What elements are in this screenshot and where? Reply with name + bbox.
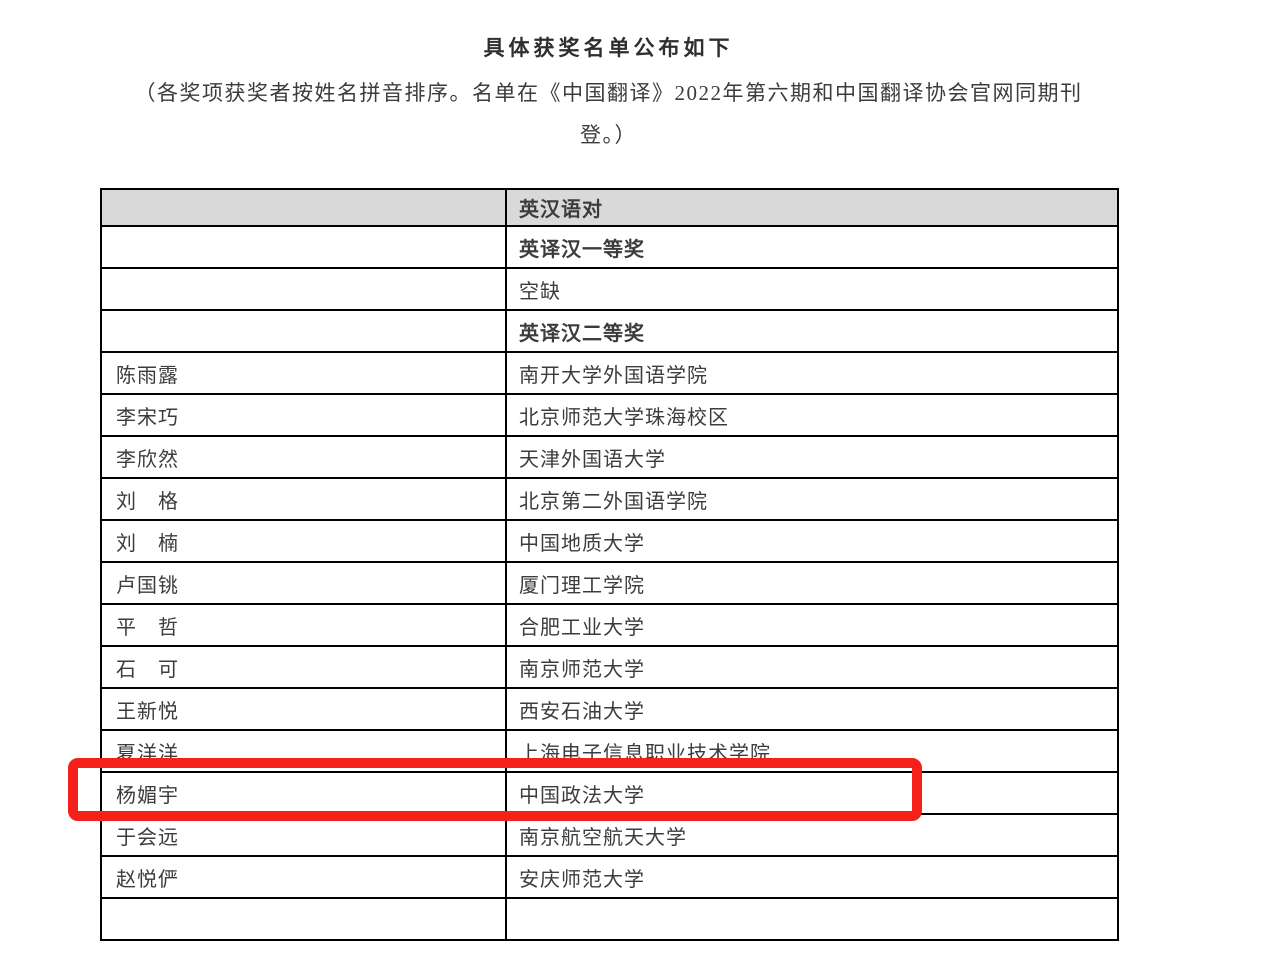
org-cell: 英译汉一等奖 bbox=[505, 225, 1119, 269]
name-cell: 杨媚宇 bbox=[100, 771, 507, 815]
table-row: 杨媚宇 中国政法大学 bbox=[100, 771, 1119, 815]
org-cell: 北京第二外国语学院 bbox=[505, 477, 1119, 521]
org-cell: 安庆师范大学 bbox=[505, 855, 1119, 899]
subtitle-line-2: 登。） bbox=[580, 123, 637, 147]
award-table: 英汉语对 英译汉一等奖 空缺 英译汉二等奖 陈雨露 南开大学外国语学院 李宋巧 … bbox=[100, 188, 1119, 941]
subtitle-line-1: （各奖项获奖者按姓名拼音排序。名单在《中国翻译》2022年第六期和中国翻译协会官… bbox=[134, 81, 1083, 105]
table-row: 刘 格 北京第二外国语学院 bbox=[100, 477, 1119, 521]
org-cell: 北京师范大学珠海校区 bbox=[505, 393, 1119, 437]
org-cell: 西安石油大学 bbox=[505, 687, 1119, 731]
table-row: 石 可 南京师范大学 bbox=[100, 645, 1119, 689]
org-cell: 空缺 bbox=[505, 267, 1119, 311]
table-row-second-prize-header: 英译汉二等奖 bbox=[100, 309, 1119, 353]
org-cell: 英译汉二等奖 bbox=[505, 309, 1119, 353]
name-cell: 李宋巧 bbox=[100, 393, 507, 437]
org-cell: 南开大学外国语学院 bbox=[505, 351, 1119, 395]
org-cell: 厦门理工学院 bbox=[505, 561, 1119, 605]
table-row: 李欣然 天津外国语大学 bbox=[100, 435, 1119, 479]
name-cell bbox=[100, 225, 507, 269]
table-row: 平 哲 合肥工业大学 bbox=[100, 603, 1119, 647]
table-row: 刘 楠 中国地质大学 bbox=[100, 519, 1119, 563]
table-row: 李宋巧 北京师范大学珠海校区 bbox=[100, 393, 1119, 437]
name-cell: 刘 格 bbox=[100, 477, 507, 521]
table-row: 陈雨露 南开大学外国语学院 bbox=[100, 351, 1119, 395]
name-cell: 平 哲 bbox=[100, 603, 507, 647]
name-cell: 陈雨露 bbox=[100, 351, 507, 395]
org-cell: 中国地质大学 bbox=[505, 519, 1119, 563]
table-row: 于会远 南京航空航天大学 bbox=[100, 813, 1119, 857]
name-cell: 王新悦 bbox=[100, 687, 507, 731]
name-cell: 石 可 bbox=[100, 645, 507, 689]
org-cell: 上海电子信息职业技术学院 bbox=[505, 729, 1119, 773]
name-cell: 卢国铫 bbox=[100, 561, 507, 605]
table-row: 王新悦 西安石油大学 bbox=[100, 687, 1119, 731]
org-cell bbox=[505, 897, 1119, 941]
table-header-row: 英汉语对 bbox=[100, 188, 1119, 227]
org-cell: 南京航空航天大学 bbox=[505, 813, 1119, 857]
header-empty-cell bbox=[100, 188, 507, 227]
org-cell: 南京师范大学 bbox=[505, 645, 1119, 689]
name-cell: 李欣然 bbox=[100, 435, 507, 479]
document-content: 具体获奖名单公布如下 （各奖项获奖者按姓名拼音排序。名单在《中国翻译》2022年… bbox=[100, 34, 1119, 941]
name-cell bbox=[100, 267, 507, 311]
table-row-clipped bbox=[100, 897, 1119, 941]
name-cell bbox=[100, 309, 507, 353]
name-cell bbox=[100, 897, 507, 941]
table-row: 赵悦俨 安庆师范大学 bbox=[100, 855, 1119, 899]
org-cell: 中国政法大学 bbox=[505, 771, 1119, 815]
table-row-vacant: 空缺 bbox=[100, 267, 1119, 311]
table-row: 卢国铫 厦门理工学院 bbox=[100, 561, 1119, 605]
subtitle: （各奖项获奖者按姓名拼音排序。名单在《中国翻译》2022年第六期和中国翻译协会官… bbox=[100, 72, 1117, 156]
name-cell: 夏洋洋 bbox=[100, 729, 507, 773]
org-cell: 合肥工业大学 bbox=[505, 603, 1119, 647]
name-cell: 赵悦俨 bbox=[100, 855, 507, 899]
name-cell: 于会远 bbox=[100, 813, 507, 857]
table-row-first-prize-header: 英译汉一等奖 bbox=[100, 225, 1119, 269]
org-cell: 天津外国语大学 bbox=[505, 435, 1119, 479]
name-cell: 刘 楠 bbox=[100, 519, 507, 563]
page-title: 具体获奖名单公布如下 bbox=[483, 36, 734, 60]
highlighted-row: 夏洋洋 上海电子信息职业技术学院 bbox=[100, 729, 1119, 773]
language-pair-header-cell: 英汉语对 bbox=[505, 188, 1119, 227]
